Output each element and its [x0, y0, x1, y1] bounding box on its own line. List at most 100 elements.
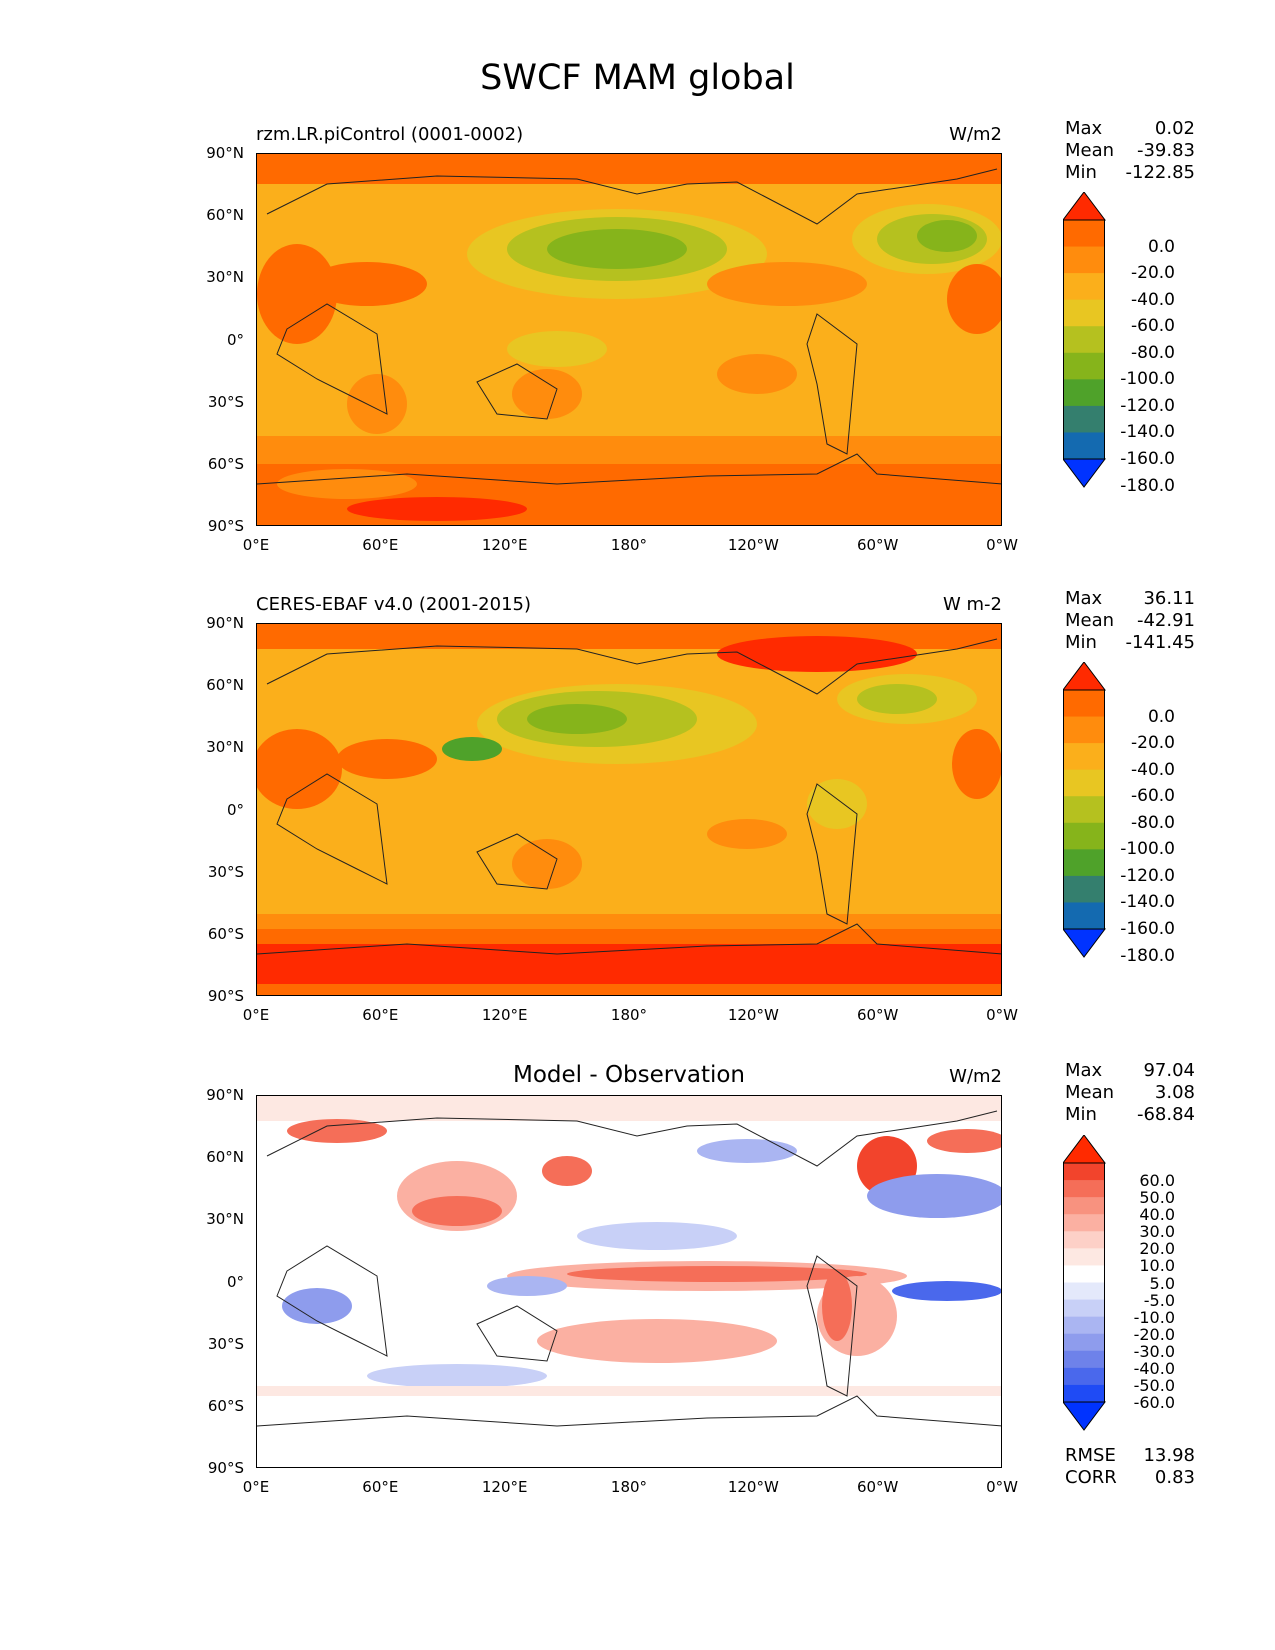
panel-difference: Model - Observation W/m2 — [0, 940, 1275, 1496]
x-tick-label: 0°W — [986, 536, 1018, 554]
colorbar-tick-label: -100.0 — [1120, 839, 1175, 860]
x-tick-label: 60°E — [362, 1006, 399, 1024]
colorbar-segment — [1063, 849, 1105, 877]
y-tick-label: 60°S — [207, 1396, 244, 1415]
max-label: Max — [1065, 588, 1103, 609]
colorbar-tick-label: -120.0 — [1120, 395, 1175, 416]
colorbar-tick-label: -180.0 — [1120, 475, 1175, 496]
colorbar-tick-label: 20.0 — [1139, 1239, 1175, 1259]
colorbar-top-extension — [1063, 192, 1106, 221]
colorbar-segment — [1063, 716, 1105, 744]
colorbar-tick-label: -180.0 — [1120, 945, 1175, 966]
colorbar-tick-label: -60.0 — [1133, 1393, 1175, 1412]
colorbar-tick-label: 60.0 — [1139, 1171, 1175, 1191]
colorbar-bottom-extension — [1063, 1401, 1106, 1431]
y-tick-label: 30°S — [207, 392, 244, 411]
stats-block: Max 97.04 Mean 3.08 Min -68.84 — [1065, 1060, 1195, 1126]
colorbar-tick-label: -100.0 — [1120, 369, 1175, 390]
stats-block: Max 36.11 Mean -42.91 Min -141.45 — [1065, 588, 1195, 654]
y-tick-label: 90°S — [207, 987, 244, 1005]
max-label: Max — [1065, 1060, 1103, 1081]
panel-model: rzm.LR.piControl (0001-0002) W/m2 — [0, 0, 1275, 554]
colorbar-tick-label: -160.0 — [1120, 919, 1175, 939]
colorbar — [1063, 192, 1106, 488]
panel-title: CERES-EBAF v4.0 (2001-2015) — [256, 594, 532, 615]
mean-label: Mean — [1065, 610, 1115, 631]
colorbar-segment — [1063, 326, 1105, 354]
x-tick-label: 120°E — [481, 536, 528, 554]
max-label: Max — [1065, 118, 1103, 139]
colorbar-segment — [1063, 246, 1105, 274]
max-value: 97.04 — [1143, 1060, 1195, 1081]
y-tick-label: 0° — [226, 330, 244, 349]
colorbar-segment — [1063, 299, 1105, 327]
corr-label: CORR — [1065, 1467, 1117, 1488]
colorbar-tick-label: -80.0 — [1131, 812, 1175, 833]
colorbar-tick-label: -40.0 — [1131, 289, 1175, 310]
y-tick-label: 0° — [226, 800, 244, 819]
panel-units: W/m2 — [949, 1066, 1002, 1087]
colorbar-tick-label: 5.0 — [1149, 1273, 1175, 1293]
colorbar-tick-label: 50.0 — [1139, 1188, 1175, 1208]
colorbar-segment — [1063, 432, 1105, 460]
min-value: -68.84 — [1136, 1104, 1195, 1125]
colorbar-segment — [1063, 1367, 1105, 1386]
colorbar-segment — [1063, 1316, 1105, 1335]
panel-title: rzm.LR.piControl (0001-0002) — [256, 124, 524, 145]
y-tick-label: 30°N — [206, 1210, 244, 1229]
y-tick-label: 0° — [226, 1272, 244, 1291]
colorbar-tick-label: 40.0 — [1139, 1205, 1175, 1225]
max-value: 36.11 — [1143, 588, 1195, 609]
error-stats: RMSE 13.98 CORR 0.83 — [1065, 1445, 1195, 1489]
colorbar-tick-label: -140.0 — [1120, 422, 1175, 443]
colorbar-tick-label: -120.0 — [1120, 865, 1175, 886]
colorbar-segment — [1063, 769, 1105, 797]
x-tick-label: 60°W — [856, 1478, 899, 1496]
colorbar-tick-label: -50.0 — [1133, 1375, 1175, 1395]
colorbar-segment — [1063, 1231, 1105, 1249]
colorbar-tick-label: -60.0 — [1131, 316, 1175, 337]
panel-units: W/m2 — [949, 124, 1002, 145]
mean-label: Mean — [1065, 140, 1115, 161]
y-tick-label: 30°N — [206, 738, 244, 757]
panel-observation: CERES-EBAF v4.0 (2001-2015) W m-2 — [0, 470, 1275, 1024]
x-tick-label: 120°W — [727, 1478, 779, 1496]
colorbar — [1063, 662, 1106, 958]
x-tick-label: 0°W — [986, 1006, 1018, 1024]
colorbar-tick-label: 0.0 — [1147, 706, 1175, 727]
min-label: Min — [1065, 162, 1097, 183]
colorbar-segment — [1063, 1299, 1105, 1318]
map-difference — [256, 1095, 1002, 1468]
min-label: Min — [1065, 1104, 1097, 1125]
colorbar-tick-label: -140.0 — [1120, 892, 1175, 913]
x-tick-label: 0°E — [242, 536, 270, 554]
y-tick-label: 30°S — [207, 1334, 244, 1353]
mean-value: 3.08 — [1154, 1082, 1195, 1103]
x-tick-label: 60°W — [856, 1006, 899, 1024]
x-tick-label: 0°E — [242, 1478, 270, 1496]
mean-label: Mean — [1065, 1082, 1115, 1103]
y-tick-label: 60°S — [207, 454, 244, 473]
colorbar-segment — [1063, 405, 1105, 433]
colorbar-segment — [1063, 902, 1105, 930]
x-tick-label: 120°W — [727, 536, 779, 554]
x-tick-label: 120°W — [727, 1006, 779, 1024]
map-svg — [257, 624, 1001, 995]
colorbar-segment — [1063, 1214, 1105, 1232]
colorbar-tick-label: -20.0 — [1131, 733, 1175, 754]
colorbar-tick-label: -5.0 — [1143, 1290, 1175, 1310]
x-tick-label: 0°E — [242, 1006, 270, 1024]
colorbar-tick-label: -20.0 — [1131, 263, 1175, 284]
colorbar-top-extension — [1063, 1135, 1106, 1164]
panel-units: W m-2 — [942, 594, 1002, 615]
mean-value: -42.91 — [1136, 610, 1195, 631]
y-tick-label: 30°S — [207, 862, 244, 881]
map-svg — [257, 154, 1001, 525]
colorbar-tick-label: -20.0 — [1133, 1324, 1175, 1344]
colorbar-tick-label: -160.0 — [1120, 449, 1175, 469]
mean-value: -39.83 — [1136, 140, 1195, 161]
colorbar-tick-label: -30.0 — [1133, 1341, 1175, 1361]
y-tick-label: 90°S — [207, 517, 244, 535]
colorbar-segment — [1063, 1384, 1105, 1403]
y-tick-label: 60°S — [207, 924, 244, 943]
